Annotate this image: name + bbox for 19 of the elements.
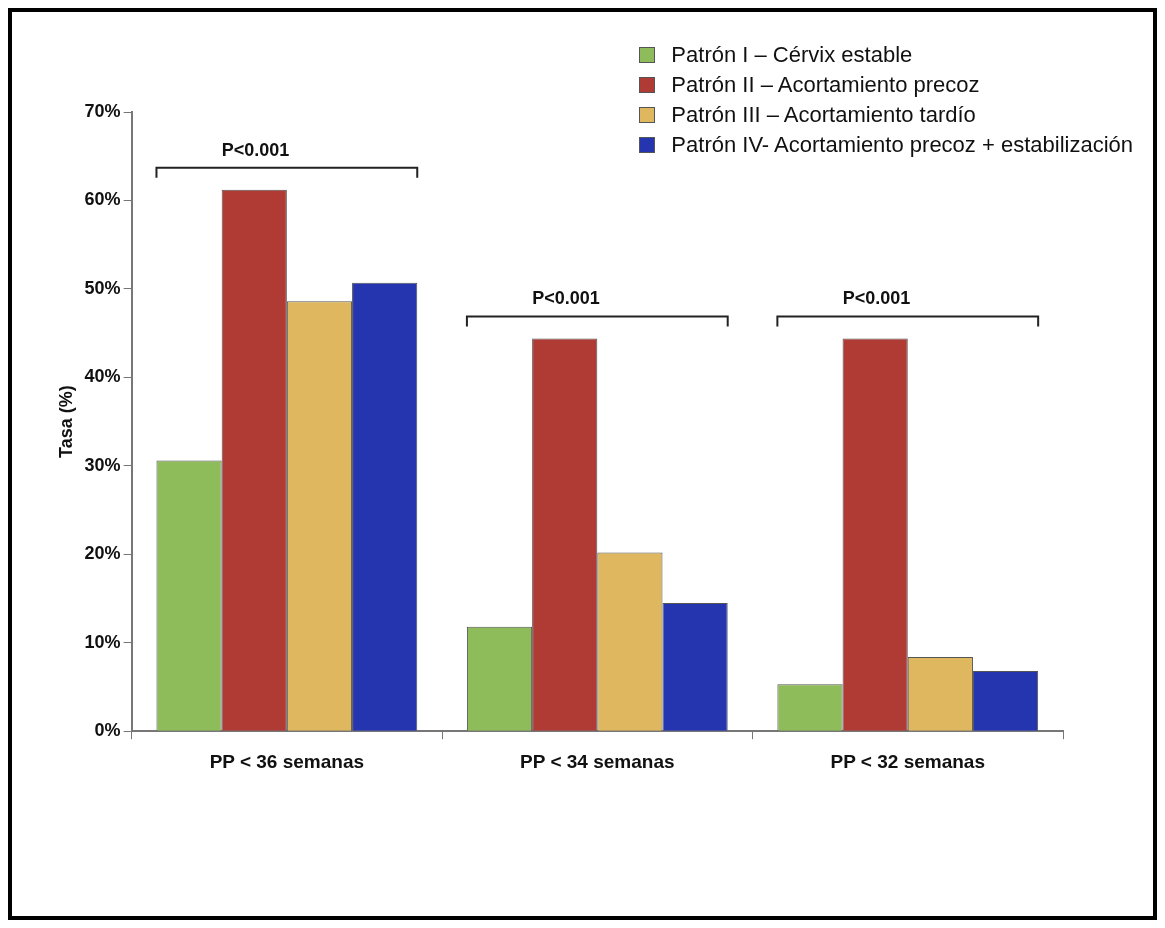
legend-label: Patrón I – Cérvix estable	[671, 42, 913, 68]
annotation: P<0.001	[842, 288, 911, 309]
annotation: P<0.001	[532, 288, 600, 309]
y-tick-label: 30%	[84, 454, 121, 475]
y-tick-label: 70%	[84, 100, 121, 121]
y-axis-title: Tasa (%)	[55, 385, 76, 458]
y-tick-label: 20%	[84, 543, 121, 564]
y-tick-label: 60%	[84, 189, 121, 210]
y-tick-label: 10%	[84, 631, 121, 652]
x-tick-label: PP < 34 semanas	[520, 750, 675, 772]
y-tick-label: 40%	[84, 366, 121, 387]
legend-label: Patrón IV- Acortamiento precoz + estabilización	[671, 132, 1133, 158]
y-tick-label: 50%	[84, 277, 121, 298]
annotation: P<0.001	[221, 139, 290, 160]
legend-label: Patrón II – Acortamiento precoz	[671, 72, 980, 98]
x-tick-label: PP < 36 semanas	[209, 750, 365, 772]
x-tick-label: PP < 32 semanas	[830, 750, 985, 772]
y-tick-label: 0%	[94, 720, 121, 741]
legend-label: Patrón III – Acortamiento tardío	[671, 102, 976, 128]
